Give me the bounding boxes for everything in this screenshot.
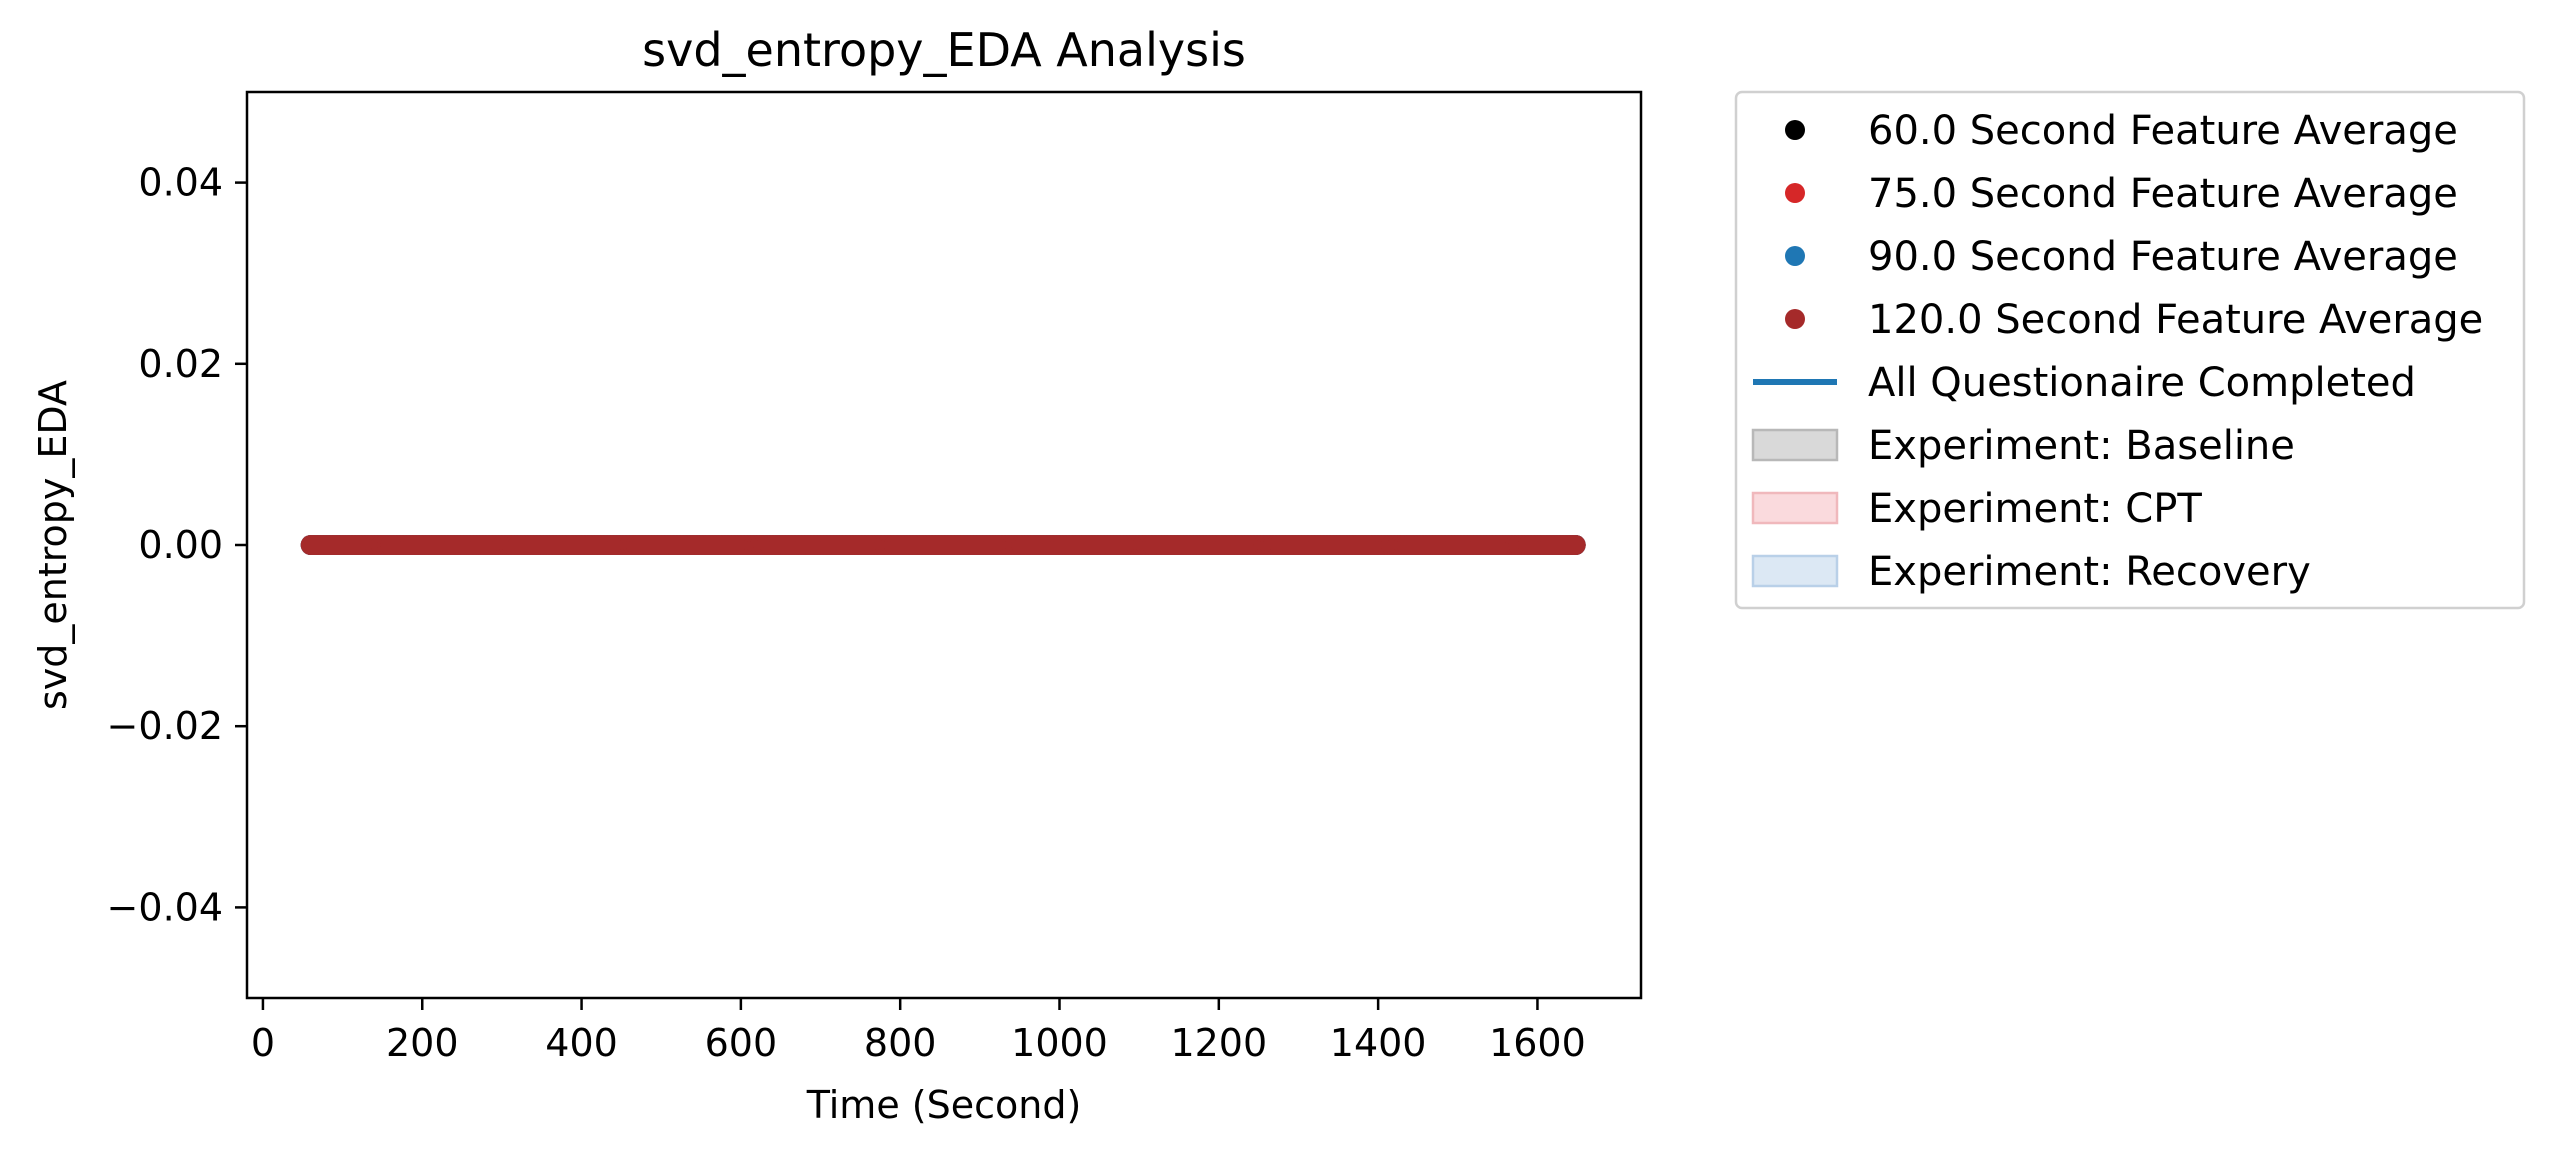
legend-marker-dot: [1785, 246, 1805, 266]
legend-label: Experiment: CPT: [1868, 486, 2202, 532]
legend-entry: Experiment: CPT: [1751, 486, 2202, 532]
legend-entry: 90.0 Second Feature Average: [1785, 234, 2458, 280]
x-tick-label: 600: [705, 1021, 778, 1065]
legend-entry: Experiment: Baseline: [1751, 423, 2295, 469]
data-marks: [300, 535, 1586, 555]
x-tick-label: 1000: [1011, 1021, 1108, 1065]
x-axis-label: Time (Second): [806, 1083, 1082, 1127]
x-axis-ticks: 0 200 400 600 800 1000 1200 1400 1600: [251, 998, 1586, 1065]
legend-marker-dot: [1785, 309, 1805, 329]
x-tick-label: 1600: [1489, 1021, 1586, 1065]
legend-label: Experiment: Recovery: [1868, 549, 2311, 595]
y-axis-ticks: 0.04 0.02 0.00 −0.02 −0.04: [107, 161, 247, 929]
legend-entry: Experiment: Recovery: [1751, 549, 2311, 595]
data-point: [1565, 535, 1586, 555]
legend-marker-dot: [1785, 183, 1805, 203]
legend-entry: All Questionaire Completed: [1753, 360, 2416, 406]
legend-frame: [1734, 90, 2526, 610]
x-tick-label: 0: [251, 1021, 275, 1065]
y-tick-label: −0.04: [107, 885, 223, 929]
legend-marker-patch: [1751, 554, 1839, 588]
legend-marker-patch: [1751, 491, 1839, 525]
y-tick-label: 0.04: [138, 161, 223, 205]
x-tick-label: 1400: [1330, 1021, 1427, 1065]
legend-label: 90.0 Second Feature Average: [1868, 234, 2458, 280]
legend-label: 60.0 Second Feature Average: [1868, 108, 2458, 154]
plot-frame: [245, 90, 1643, 1000]
x-tick-label: 400: [545, 1021, 618, 1065]
legend-label: 75.0 Second Feature Average: [1868, 171, 2458, 217]
legend-entry: 120.0 Second Feature Average: [1785, 297, 2483, 343]
y-tick-label: −0.02: [107, 704, 223, 748]
chart-title: svd_entropy_EDA Analysis: [642, 23, 1246, 77]
legend: 60.0 Second Feature Average 75.0 Second F…: [1734, 90, 2526, 610]
legend-label: All Questionaire Completed: [1868, 360, 2416, 406]
x-tick-label: 800: [864, 1021, 937, 1065]
y-tick-label: 0.02: [138, 342, 223, 386]
y-axis-label: svd_entropy_EDA: [31, 380, 75, 710]
legend-label: Experiment: Baseline: [1868, 423, 2295, 469]
legend-items: 60.0 Second Feature Average 75.0 Second F…: [1751, 108, 2483, 595]
legend-entry: 60.0 Second Feature Average: [1785, 108, 2458, 154]
legend-label: 120.0 Second Feature Average: [1868, 297, 2483, 343]
legend-marker-dot: [1785, 120, 1805, 140]
x-tick-label: 1200: [1170, 1021, 1267, 1065]
x-tick-label: 200: [386, 1021, 459, 1065]
legend-marker-patch: [1751, 428, 1839, 462]
series-3-points: [300, 535, 1586, 555]
legend-entry: 75.0 Second Feature Average: [1785, 171, 2458, 217]
y-tick-label: 0.00: [138, 523, 223, 567]
